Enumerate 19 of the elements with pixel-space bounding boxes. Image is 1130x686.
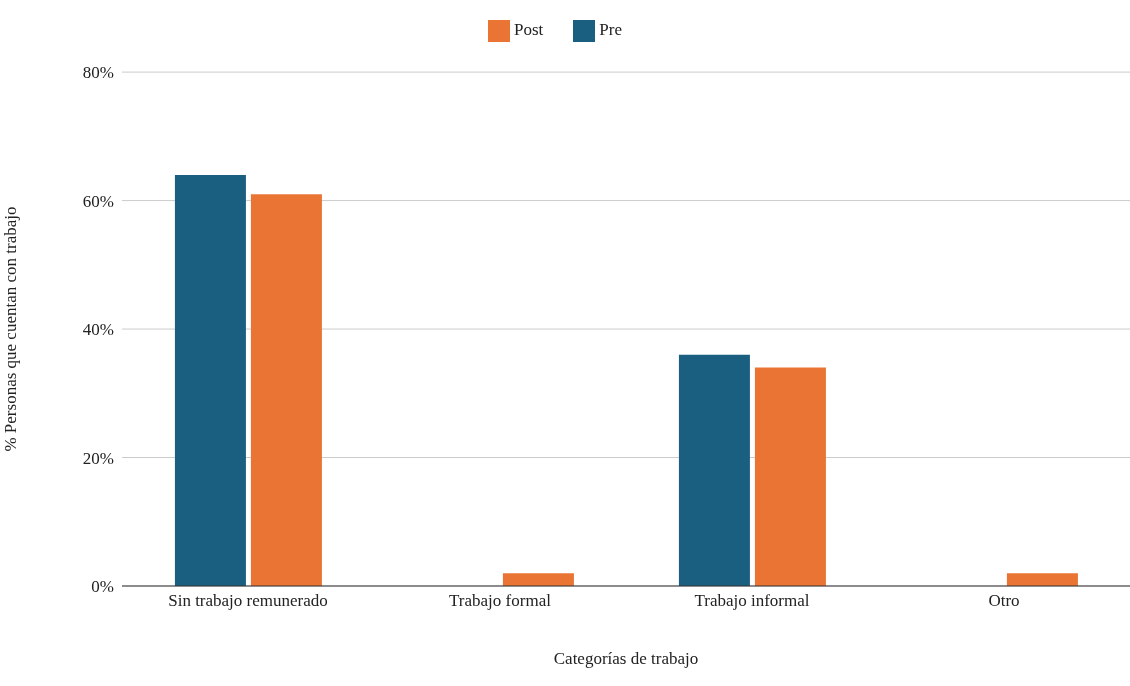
- legend-label: Pre: [599, 20, 622, 39]
- y-tick-label: 60%: [82, 191, 114, 211]
- bar: [678, 354, 750, 586]
- x-tick-label: Trabajo formal: [449, 591, 552, 611]
- x-tick-label: Trabajo informal: [694, 591, 810, 611]
- bar: [754, 367, 826, 586]
- y-tick-label: 0%: [91, 577, 114, 597]
- y-tick-label: 80%: [82, 63, 114, 83]
- bar: [174, 174, 246, 586]
- y-tick-label: 40%: [82, 320, 114, 340]
- bar: [1006, 573, 1078, 586]
- x-axis-title: Categorías de trabajo: [553, 649, 699, 668]
- bar: [502, 573, 574, 586]
- bar: [250, 194, 322, 586]
- x-tick-label: Otro: [988, 591, 1020, 611]
- y-tick-label: 20%: [82, 448, 114, 468]
- y-axis-title: % Personas que cuentan con trabajo: [1, 206, 21, 452]
- legend-label: Post: [514, 20, 544, 39]
- x-tick-label: Sin trabajo remunerado: [168, 591, 328, 611]
